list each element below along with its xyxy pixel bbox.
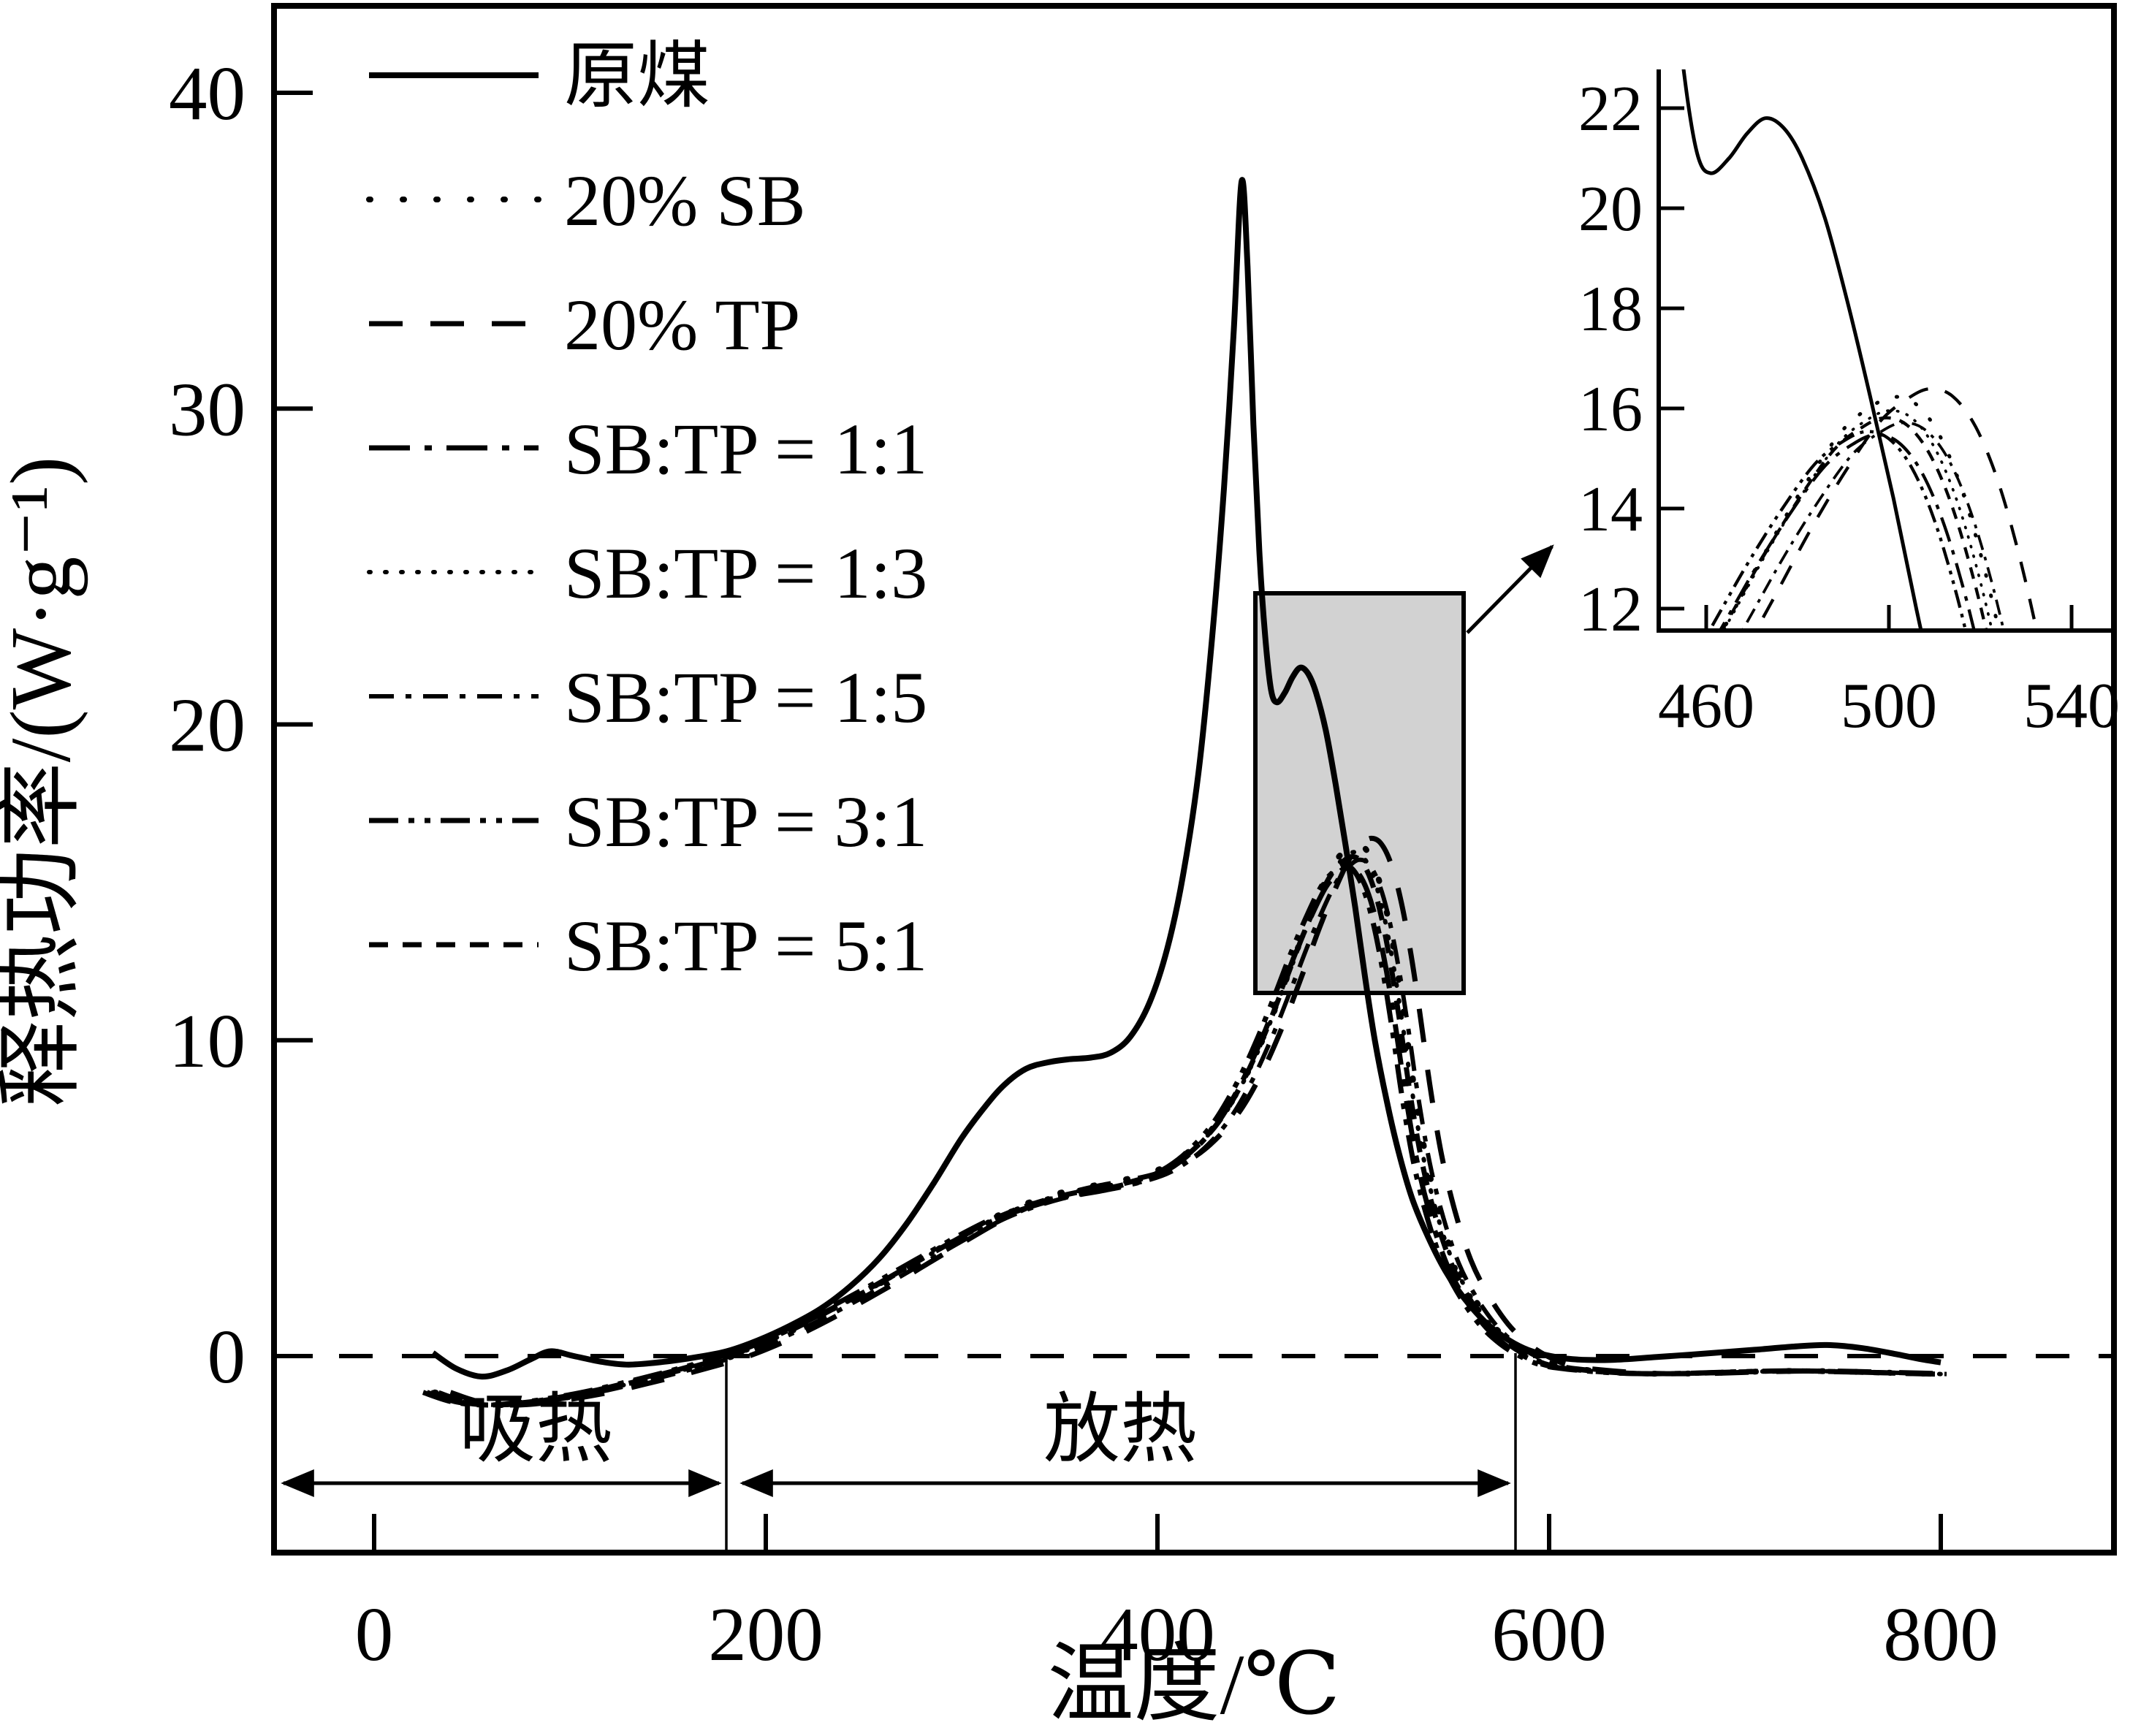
curve-solid [431, 177, 1942, 1380]
curve-dot [1721, 395, 2001, 629]
main-curves [422, 177, 1959, 1409]
inset-x-tick-label: 500 [1841, 671, 1937, 742]
inset-y-tick-label: 20 [1578, 174, 1643, 245]
legend-label: SB:TP = 1:1 [564, 408, 927, 490]
curve-dashdot2 [438, 857, 1947, 1408]
inset-axis-ticks: 460 500 540 22 20 18 16 14 12 [1578, 74, 2120, 742]
legend-label: 20% TP [564, 284, 800, 365]
y-tick-label: 30 [169, 366, 246, 452]
x-tick-label: 800 [1883, 1591, 1999, 1677]
main-axis-ticks: 0 200 400 600 800 0 10 20 30 40 [169, 50, 1999, 1677]
x-tick-label: 400 [1100, 1591, 1215, 1677]
inset-plot: 460 500 540 22 20 18 16 14 12 [1578, 69, 2120, 742]
inset-x-tick-label: 460 [1658, 671, 1754, 742]
plot-frame [271, 3, 2117, 1556]
x-axis-title: 温度/℃ [1048, 1637, 1341, 1732]
curve-dashdotdot [1708, 430, 1967, 629]
inset-curves [1681, 69, 2038, 629]
curve-dashdot [1719, 433, 1976, 629]
curve-solid [1681, 69, 1923, 629]
legend-label: SB:TP = 1:5 [564, 657, 927, 738]
zoom-arrow [1466, 544, 1554, 634]
y-tick-label: 10 [169, 998, 246, 1084]
endothermic-label: 吸热 [459, 1387, 612, 1472]
x-tick-label: 600 [1491, 1591, 1607, 1677]
curve-densedash [1721, 416, 1988, 629]
inset-x-tick-label: 540 [2023, 671, 2120, 742]
inset-axes-lines [1657, 69, 2112, 633]
x-tick-label: 0 [355, 1591, 394, 1677]
y-tick-label: 20 [169, 682, 246, 768]
legend-label: SB:TP = 1:3 [564, 533, 927, 614]
inset-y-tick-label: 14 [1578, 474, 1643, 545]
inset-y-tick-label: 22 [1578, 74, 1643, 145]
y-tick-label: 0 [208, 1314, 246, 1399]
legend: 原煤 20% SB 20% TP SB:TP = 1:1 SB:TP = 1:3 SB:T… [366, 36, 927, 986]
curve-dashdotdot [422, 862, 1931, 1408]
curve-dashdot2 [1741, 421, 2005, 629]
x-tick-label: 200 [708, 1591, 824, 1677]
legend-label: 原煤 [564, 36, 710, 117]
legend-label: SB:TP = 3:1 [564, 781, 927, 862]
inset-y-tick-label: 18 [1578, 274, 1643, 345]
curve-finedot [430, 850, 1943, 1408]
exothermic-label: 放热 [1043, 1387, 1197, 1472]
inset-y-tick-label: 16 [1578, 374, 1643, 445]
legend-label: 20% SB [564, 160, 806, 241]
curve-densedash [430, 854, 1939, 1408]
legend-label: SB:TP = 5:1 [564, 905, 927, 986]
y-axis-title: 释热功率/(W·g⁻¹) [0, 457, 88, 1108]
curve-finedot [1722, 409, 1993, 629]
curve-dash [1754, 387, 2038, 629]
inset-y-tick-label: 12 [1578, 574, 1643, 645]
y-tick-label: 40 [169, 50, 246, 136]
